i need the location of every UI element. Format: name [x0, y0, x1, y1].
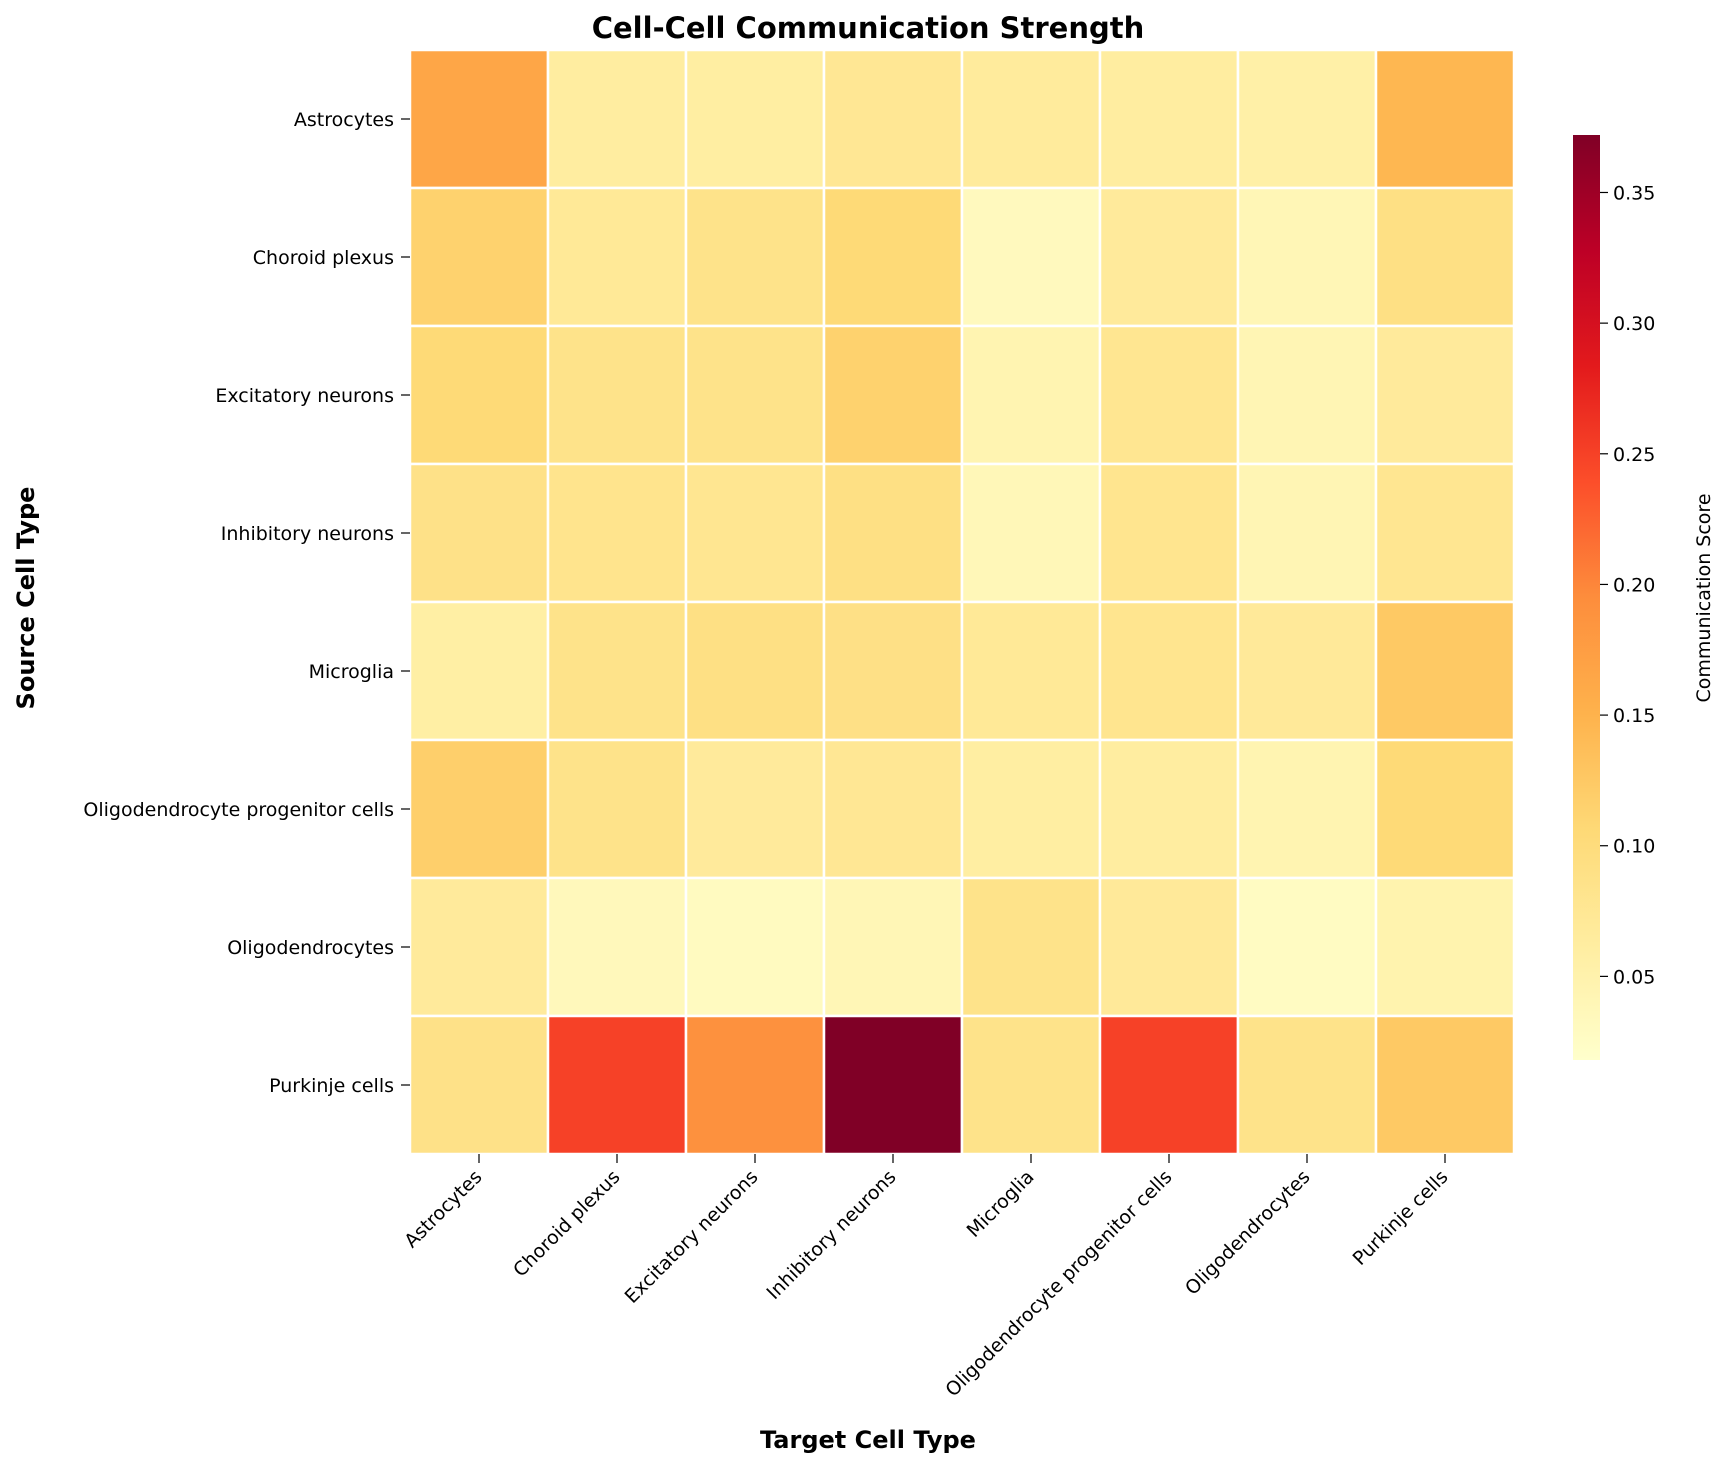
heatmap-cell	[546, 738, 688, 880]
heatmap-cell	[546, 600, 688, 742]
y-tick-label: Oligodendrocytes	[227, 937, 394, 959]
heatmap-cell	[408, 462, 550, 604]
y-axis-ticks: Astrocytes Choroid plexus Excitatory neuro…	[83, 109, 410, 1097]
heatmap-cell	[546, 48, 688, 190]
heatmap-cell	[1098, 324, 1240, 466]
heatmap-cell	[1374, 1014, 1516, 1156]
chart-title: Cell-Cell Communication Strength	[592, 11, 1145, 45]
y-axis-label: Source Cell Type	[12, 487, 40, 710]
heatmap-cell	[684, 324, 826, 466]
heatmap-cell	[1374, 48, 1516, 190]
heatmap-cell	[1374, 600, 1516, 742]
x-tick-label: Purkinje cells	[1349, 1166, 1453, 1270]
heatmap-cell	[1236, 324, 1378, 466]
heatmap-cell	[960, 462, 1102, 604]
colorbar-tick-label: 0.35	[1613, 182, 1655, 204]
heatmap-cell	[684, 738, 826, 880]
heatmap-cell	[1236, 600, 1378, 742]
x-tick-label: Astrocytes	[400, 1166, 486, 1252]
x-tick-label: Oligodendrocyte progenitor cells	[941, 1166, 1176, 1401]
heatmap-cell	[1098, 600, 1240, 742]
colorbar-tick-label: 0.05	[1613, 966, 1655, 988]
heatmap-cell	[684, 1014, 826, 1156]
y-tick-label: Astrocytes	[294, 109, 394, 131]
x-tick-label: Choroid plexus	[509, 1166, 624, 1281]
heatmap-cell	[1236, 186, 1378, 328]
heatmap-cell	[546, 324, 688, 466]
heatmap-cell	[960, 324, 1102, 466]
heatmap-cell	[546, 876, 688, 1018]
heatmap-cell	[960, 738, 1102, 880]
heatmap-cell	[1098, 1014, 1240, 1156]
heatmap-cell	[1098, 876, 1240, 1018]
colorbar: 0.05 0.10 0.15 0.20 0.25 0.30 0.35 Communicati…	[1573, 135, 1713, 1060]
heatmap-cell	[960, 186, 1102, 328]
colorbar-tick-label: 0.20	[1613, 574, 1655, 596]
heatmap-cell	[1374, 738, 1516, 880]
heatmap-cell	[822, 48, 964, 190]
heatmap-cell	[408, 324, 550, 466]
heatmap-cell	[1236, 876, 1378, 1018]
heatmap-cell	[822, 1014, 964, 1156]
colorbar-label: Communication Score	[1693, 493, 1713, 702]
y-tick-label: Choroid plexus	[253, 247, 394, 269]
heatmap-cell	[822, 876, 964, 1018]
heatmap-cell	[960, 1014, 1102, 1156]
heatmap-cell	[822, 600, 964, 742]
heatmap-cell	[1374, 876, 1516, 1018]
heatmap-cell	[408, 48, 550, 190]
heatmap-cell	[546, 462, 688, 604]
heatmap-cell	[1374, 324, 1516, 466]
heatmap-cell	[1236, 1014, 1378, 1156]
heatmap-cell	[960, 876, 1102, 1018]
heatmap-cell	[960, 48, 1102, 190]
heatmap-cell	[408, 876, 550, 1018]
colorbar-tick-label: 0.15	[1613, 705, 1655, 727]
heatmap-cell	[684, 186, 826, 328]
heatmap-cell	[1236, 738, 1378, 880]
heatmap-cell	[684, 600, 826, 742]
y-tick-label: Oligodendrocyte progenitor cells	[83, 799, 394, 821]
heatmap-cell	[684, 48, 826, 190]
colorbar-gradient	[1573, 135, 1600, 1060]
heatmap-cell	[408, 1014, 550, 1156]
heatmap-cell	[822, 462, 964, 604]
y-tick-label: Inhibitory neurons	[221, 523, 394, 545]
heatmap-cell	[1374, 186, 1516, 328]
x-tick-label: Excitatory neurons	[621, 1166, 763, 1308]
heatmap-cell	[1236, 462, 1378, 604]
heatmap-cell	[1098, 738, 1240, 880]
heatmap-cell	[960, 600, 1102, 742]
colorbar-tick-label: 0.30	[1613, 313, 1655, 335]
x-tick-label: Microglia	[963, 1166, 1039, 1242]
heatmap-cell	[1098, 48, 1240, 190]
heatmap-cell	[1098, 462, 1240, 604]
heatmap-cells	[408, 48, 1516, 1156]
y-tick-label: Microglia	[309, 661, 394, 683]
heatmap-cell	[408, 600, 550, 742]
x-axis-label: Target Cell Type	[760, 1426, 976, 1454]
heatmap-cell	[1098, 186, 1240, 328]
heatmap-cell	[822, 186, 964, 328]
colorbar-ticks: 0.05 0.10 0.15 0.20 0.25 0.30 0.35	[1600, 182, 1655, 988]
y-tick-label: Excitatory neurons	[215, 385, 394, 407]
heatmap-cell	[684, 876, 826, 1018]
x-tick-label: Oligodendrocytes	[1181, 1166, 1315, 1300]
heatmap-cell	[1374, 462, 1516, 604]
colorbar-tick-label: 0.10	[1613, 836, 1655, 858]
heatmap-cell	[408, 738, 550, 880]
heatmap-cell	[1236, 48, 1378, 190]
heatmap-cell	[408, 186, 550, 328]
colorbar-tick-label: 0.25	[1613, 444, 1655, 466]
heatmap-cell	[822, 738, 964, 880]
y-tick-label: Purkinje cells	[269, 1075, 394, 1097]
heatmap-cell	[546, 186, 688, 328]
heatmap-cell	[822, 324, 964, 466]
heatmap-cell	[684, 462, 826, 604]
x-tick-label: Inhibitory neurons	[762, 1166, 900, 1304]
heatmap-cell	[546, 1014, 688, 1156]
